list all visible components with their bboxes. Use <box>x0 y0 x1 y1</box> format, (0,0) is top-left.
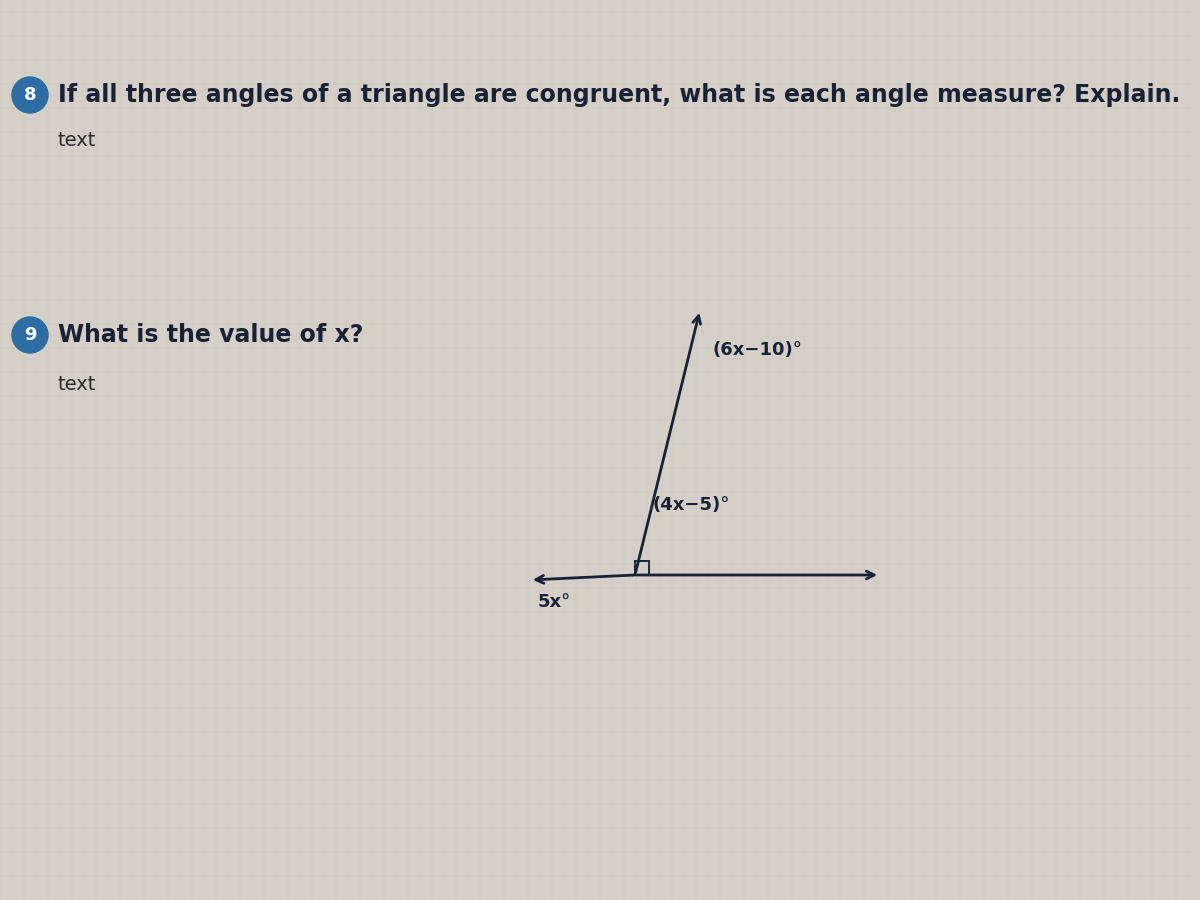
Text: text: text <box>58 130 96 149</box>
Text: 5x°: 5x° <box>538 593 571 611</box>
Text: (4x−5)°: (4x−5)° <box>653 496 731 514</box>
Text: 8: 8 <box>24 86 36 104</box>
Text: 9: 9 <box>24 326 36 344</box>
Text: What is the value of x?: What is the value of x? <box>58 323 364 347</box>
Text: (6x−10)°: (6x−10)° <box>712 341 802 359</box>
Circle shape <box>12 317 48 353</box>
Text: text: text <box>58 375 96 394</box>
Text: If all three angles of a triangle are congruent, what is each angle measure? Exp: If all three angles of a triangle are co… <box>58 83 1181 107</box>
Circle shape <box>12 77 48 113</box>
